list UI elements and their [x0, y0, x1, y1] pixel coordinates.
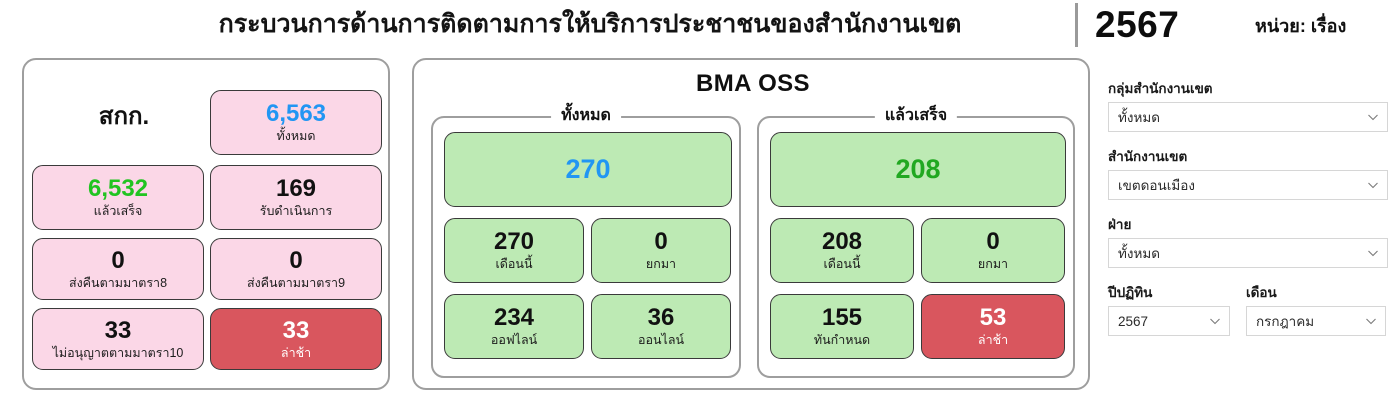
filter-label-month: เดือน — [1246, 285, 1277, 300]
stat-value: 270 — [493, 228, 535, 255]
stat-caption: ส่งคืนตามมาตรา9 — [246, 275, 346, 290]
skk-panel: สกก. 6,563 ทั้งหมด 6,532 แล้วเสร็จ 169 ร… — [22, 58, 390, 390]
stat-caption: ทันกำหนด — [813, 333, 871, 347]
stat-card-skk-completed[interactable]: 6,532 แล้วเสร็จ — [32, 165, 204, 230]
division-select[interactable]: ทั้งหมด — [1108, 238, 1388, 268]
stat-value: 0 — [111, 246, 125, 274]
stat-card-skk-delayed[interactable]: 33 ล่าช้า — [210, 308, 382, 370]
filter-group-year: ปีปฏิทิน 2567 — [1108, 284, 1230, 336]
stat-value: 6,563 — [265, 100, 327, 127]
stat-value: 36 — [647, 304, 675, 331]
stat-card-oss-all-carried-over[interactable]: 0 ยกมา — [591, 218, 731, 283]
chevron-down-icon — [1209, 315, 1221, 327]
page-title: กระบวนการด้านการติดตามการให้บริการประชาช… — [218, 10, 962, 38]
stat-value: 270 — [565, 154, 611, 184]
chevron-down-icon — [1367, 247, 1379, 259]
filter-group-month: เดือน กรกฎาคม — [1246, 284, 1386, 336]
stat-card-oss-completed-carried-over[interactable]: 0 ยกมา — [921, 218, 1065, 283]
district-office-select[interactable]: เขตดอนเมือง — [1108, 170, 1388, 200]
chevron-down-icon — [1367, 111, 1379, 123]
filter-panel: กลุ่มสำนักงานเขต ทั้งหมด สำนักงานเขต เขต… — [1108, 80, 1388, 336]
stat-caption: ไม่อนุญาตตามมาตรา10 — [52, 345, 184, 360]
stat-card-oss-completed-total[interactable]: 208 — [770, 132, 1066, 207]
district-group-select[interactable]: ทั้งหมด — [1108, 102, 1388, 132]
bma-oss-group-all: ทั้งหมด 270 270 เดือนนี้ 0 ยกมา 234 ออฟไ… — [431, 106, 741, 378]
stat-value: 155 — [821, 304, 863, 331]
filter-label-district-office: สำนักงานเขต — [1108, 149, 1188, 164]
filter-label-calendar-year: ปีปฏิทิน — [1108, 285, 1153, 300]
stat-value: 53 — [979, 304, 1007, 331]
bma-oss-title: BMA OSS — [696, 70, 810, 97]
stat-caption: เดือนนี้ — [495, 257, 533, 271]
stat-value: 6,532 — [87, 175, 149, 202]
calendar-year-select[interactable]: 2567 — [1108, 306, 1230, 336]
stat-caption: ล่าช้า — [280, 345, 312, 360]
bma-oss-panel: BMA OSS ทั้งหมด 270 270 เดือนนี้ 0 ยกมา … — [412, 58, 1090, 390]
stat-caption: ล่าช้า — [977, 333, 1009, 347]
stat-caption: ทั้งหมด — [276, 129, 316, 143]
stat-caption: แล้วเสร็จ — [93, 204, 143, 218]
filter-label-division: ฝ่าย — [1108, 217, 1132, 232]
bma-oss-group-completed: แล้วเสร็จ 208 208 เดือนนี้ 0 ยกมา 155 ทั… — [757, 106, 1075, 378]
skk-panel-label: สกก. — [98, 103, 150, 130]
stat-value: 169 — [275, 175, 317, 202]
stat-card-oss-completed-this-month[interactable]: 208 เดือนนี้ — [770, 218, 914, 283]
division-value: ทั้งหมด — [1118, 246, 1161, 261]
stat-card-skk-returned-section9[interactable]: 0 ส่งคืนตามมาตรา9 — [210, 238, 382, 300]
stat-caption: ยกมา — [645, 257, 677, 271]
month-select[interactable]: กรกฎาคม — [1246, 306, 1386, 336]
filter-label-district-group: กลุ่มสำนักงานเขต — [1108, 81, 1213, 96]
calendar-year-value: 2567 — [1118, 313, 1149, 329]
stat-caption: รับดำเนินการ — [259, 204, 333, 218]
stat-value: 0 — [289, 246, 303, 274]
stat-value: 33 — [282, 316, 310, 344]
stat-card-oss-completed-delayed[interactable]: 53 ล่าช้า — [921, 294, 1065, 359]
stat-card-oss-all-offline[interactable]: 234 ออฟไลน์ — [444, 294, 584, 359]
stat-card-oss-completed-on-time[interactable]: 155 ทันกำหนด — [770, 294, 914, 359]
filter-row-year-month: ปีปฏิทิน 2567 เดือน กรกฎาคม — [1108, 284, 1388, 336]
stat-card-skk-returned-section8[interactable]: 0 ส่งคืนตามมาตรา8 — [32, 238, 204, 300]
stat-card-oss-all-this-month[interactable]: 270 เดือนนี้ — [444, 218, 584, 283]
district-office-value: เขตดอนเมือง — [1118, 178, 1195, 193]
stat-value: 208 — [895, 154, 941, 184]
stat-caption: ยกมา — [977, 257, 1009, 271]
stat-caption: ออนไลน์ — [637, 333, 685, 347]
stat-card-skk-denied-section10[interactable]: 33 ไม่อนุญาตตามมาตรา10 — [32, 308, 204, 370]
stat-card-oss-all-online[interactable]: 36 ออนไลน์ — [591, 294, 731, 359]
stat-value: 234 — [493, 304, 535, 331]
header-divider — [1075, 3, 1078, 47]
dashboard-header: กระบวนการด้านการติดตามการให้บริการประชาช… — [0, 0, 1400, 52]
fiscal-year-display: 2567 — [1095, 4, 1180, 45]
month-value: กรกฎาคม — [1256, 314, 1315, 329]
stat-caption: ส่งคืนตามมาตรา8 — [68, 275, 168, 290]
stat-value: 208 — [821, 228, 863, 255]
stat-caption: ออฟไลน์ — [490, 333, 538, 347]
stat-value: 33 — [104, 316, 132, 344]
stat-value: 0 — [654, 228, 668, 255]
stat-value: 0 — [986, 228, 1000, 255]
stat-card-skk-total[interactable]: 6,563 ทั้งหมด — [210, 90, 382, 155]
chevron-down-icon — [1365, 315, 1377, 327]
chevron-down-icon — [1367, 179, 1379, 191]
stat-caption: เดือนนี้ — [823, 257, 861, 271]
stat-card-oss-all-total[interactable]: 270 — [444, 132, 732, 207]
group-legend: แล้วเสร็จ — [874, 106, 958, 126]
district-group-value: ทั้งหมด — [1118, 110, 1161, 125]
group-legend: ทั้งหมด — [551, 106, 621, 126]
unit-label: หน่วย: เรื่อง — [1255, 16, 1347, 36]
stat-card-skk-in-progress[interactable]: 169 รับดำเนินการ — [210, 165, 382, 230]
